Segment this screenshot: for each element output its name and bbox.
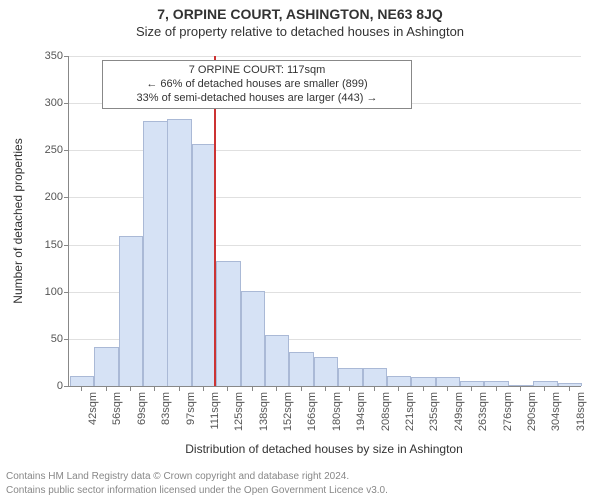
histogram-bar: [119, 236, 143, 386]
x-tick-label: 83sqm: [158, 392, 172, 425]
histogram-bar: [363, 368, 387, 386]
x-tick: [423, 386, 424, 391]
x-tick: [154, 386, 155, 391]
x-tick: [81, 386, 82, 391]
x-tick: [227, 386, 228, 391]
x-tick: [276, 386, 277, 391]
y-tick-label: 100: [45, 286, 69, 298]
page-subtitle: Size of property relative to detached ho…: [0, 22, 600, 39]
y-tick-label: 50: [51, 333, 69, 345]
x-tick-label: 138sqm: [256, 392, 270, 431]
x-tick: [130, 386, 131, 391]
x-tick: [374, 386, 375, 391]
histogram-bar: [436, 377, 460, 386]
x-tick-label: 276sqm: [500, 392, 514, 431]
x-tick-label: 180sqm: [329, 392, 343, 431]
y-axis-label: Number of detached properties: [11, 138, 25, 303]
x-tick: [301, 386, 302, 391]
x-tick: [544, 386, 545, 391]
histogram-bar: [387, 376, 411, 386]
page-title: 7, ORPINE COURT, ASHINGTON, NE63 8JQ: [0, 0, 600, 22]
chart-container: 7, ORPINE COURT, ASHINGTON, NE63 8JQ Siz…: [0, 0, 600, 500]
histogram-bar: [411, 377, 435, 386]
y-tick-label: 150: [45, 239, 69, 251]
histogram-bar: [558, 383, 582, 386]
x-tick: [203, 386, 204, 391]
x-tick-label: 263sqm: [475, 392, 489, 431]
x-tick: [398, 386, 399, 391]
histogram-bar: [314, 357, 338, 386]
x-tick: [252, 386, 253, 391]
histogram-bar: [241, 291, 265, 386]
x-tick: [569, 386, 570, 391]
footer-copyright-2: Contains public sector information licen…: [6, 485, 388, 496]
histogram-bar: [338, 368, 362, 386]
x-tick: [106, 386, 107, 391]
annotation-box: 7 ORPINE COURT: 117sqm← 66% of detached …: [102, 60, 412, 109]
y-tick-label: 250: [45, 144, 69, 156]
x-tick: [349, 386, 350, 391]
x-tick-label: 152sqm: [280, 392, 294, 431]
x-tick-label: 290sqm: [524, 392, 538, 431]
x-tick-label: 235sqm: [426, 392, 440, 431]
x-tick-label: 166sqm: [304, 392, 318, 431]
histogram-bar: [167, 119, 191, 386]
x-tick-label: 97sqm: [183, 392, 197, 425]
histogram-bar: [94, 347, 118, 386]
x-tick: [447, 386, 448, 391]
x-tick-label: 125sqm: [231, 392, 245, 431]
x-tick-label: 56sqm: [109, 392, 123, 425]
x-tick-label: 221sqm: [402, 392, 416, 431]
footer-copyright-1: Contains HM Land Registry data © Crown c…: [6, 471, 349, 482]
x-tick: [471, 386, 472, 391]
histogram-bar: [289, 352, 313, 386]
y-tick-label: 350: [45, 50, 69, 62]
histogram-bar: [143, 121, 167, 386]
annotation-line: 33% of semi-detached houses are larger (…: [109, 92, 405, 106]
y-tick-label: 200: [45, 191, 69, 203]
histogram-bar: [216, 261, 240, 386]
annotation-line: ← 66% of detached houses are smaller (89…: [109, 78, 405, 92]
x-tick: [325, 386, 326, 391]
x-tick-label: 304sqm: [548, 392, 562, 431]
x-tick: [496, 386, 497, 391]
histogram-bar: [265, 335, 289, 386]
x-tick-label: 194sqm: [353, 392, 367, 431]
y-tick-label: 300: [45, 97, 69, 109]
gridline: [69, 56, 581, 57]
x-tick-label: 69sqm: [134, 392, 148, 425]
x-tick-label: 42sqm: [85, 392, 99, 425]
x-tick: [179, 386, 180, 391]
annotation-line: 7 ORPINE COURT: 117sqm: [109, 64, 405, 78]
histogram-bar: [70, 376, 94, 386]
x-tick-label: 318sqm: [573, 392, 587, 431]
x-tick: [520, 386, 521, 391]
x-tick-label: 208sqm: [378, 392, 392, 431]
y-tick-label: 0: [57, 380, 69, 392]
x-tick-label: 249sqm: [451, 392, 465, 431]
x-tick-label: 111sqm: [207, 392, 221, 430]
x-axis-label: Distribution of detached houses by size …: [185, 442, 463, 456]
